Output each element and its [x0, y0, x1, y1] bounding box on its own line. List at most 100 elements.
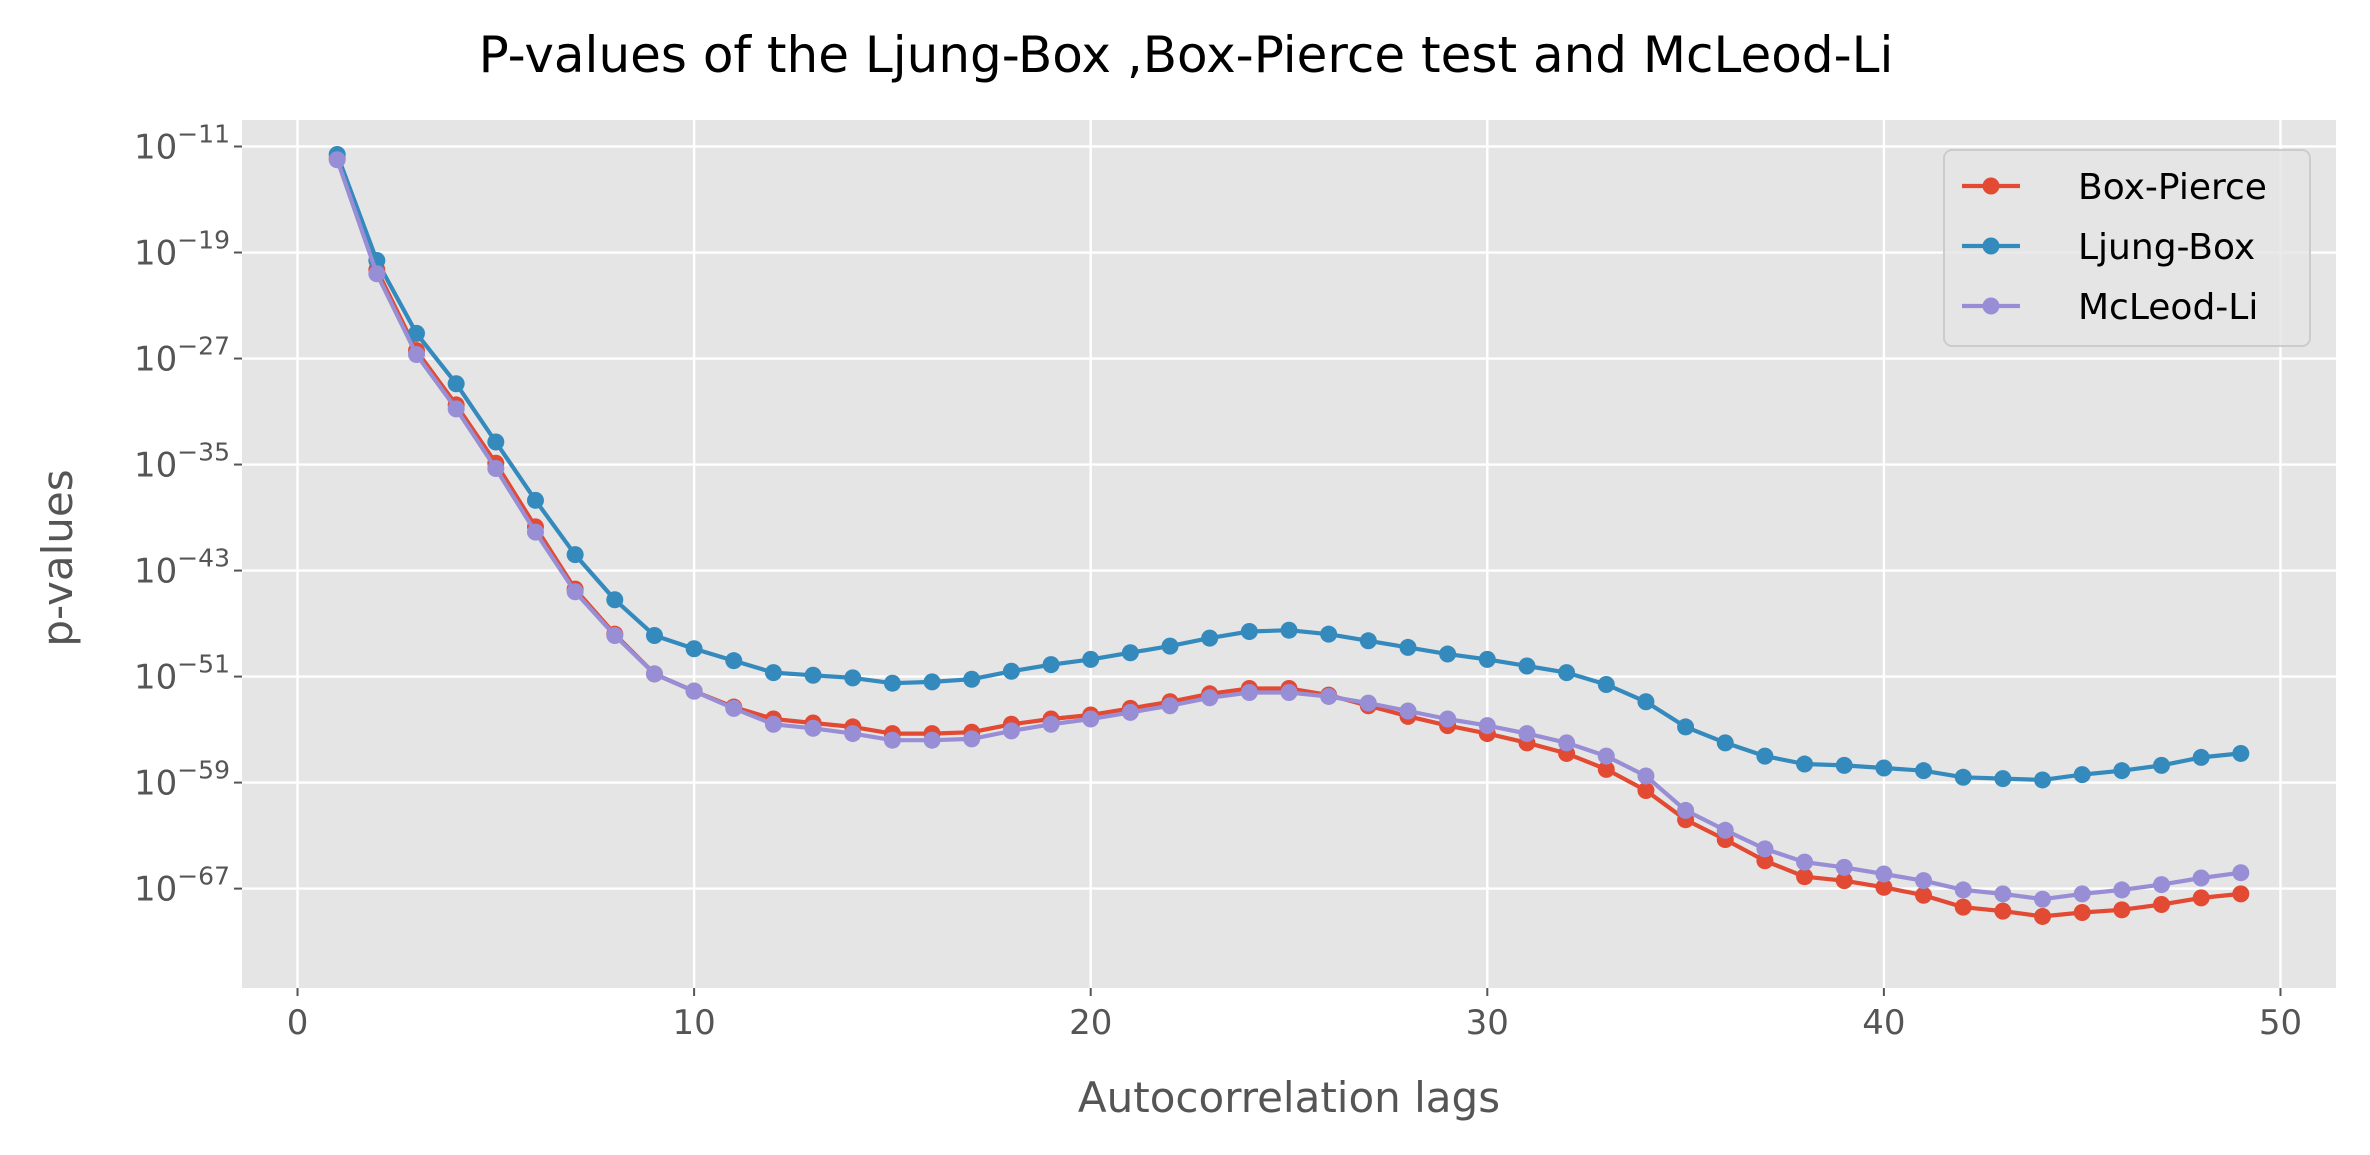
- data-point: [1240, 623, 1258, 641]
- y-tick-label: 10−35: [134, 438, 230, 486]
- data-point: [1320, 687, 1338, 705]
- data-point: [685, 640, 703, 658]
- series-mcleod-li: [328, 151, 2250, 908]
- data-point: [1954, 881, 1972, 899]
- data-point: [2192, 889, 2210, 907]
- data-point: [1082, 650, 1100, 668]
- data-point: [1082, 710, 1100, 728]
- data-point: [764, 715, 782, 733]
- data-point: [1954, 898, 1972, 916]
- legend-label: Box-Pierce: [2078, 167, 2267, 208]
- data-point: [1280, 683, 1298, 701]
- legend-marker: [1982, 177, 2000, 195]
- data-point: [645, 626, 663, 644]
- data-point: [1756, 747, 1774, 765]
- y-tick-label: 10−59: [134, 756, 230, 804]
- x-tick-label: 0: [287, 1003, 309, 1043]
- series-layer: [328, 145, 2250, 925]
- data-point: [2073, 766, 2091, 784]
- y-tick-base: 10: [134, 764, 177, 804]
- data-point: [2034, 771, 2052, 789]
- x-tick-label: 40: [1862, 1003, 1905, 1043]
- x-tick-label: 20: [1069, 1003, 1112, 1043]
- y-tick-exponent: −43: [177, 544, 230, 573]
- data-point: [804, 666, 822, 684]
- data-point: [2113, 762, 2131, 780]
- y-tick-base: 10: [134, 446, 177, 486]
- data-point: [1835, 756, 1853, 774]
- data-point: [2232, 744, 2250, 762]
- data-point: [1240, 683, 1258, 701]
- data-point: [1201, 629, 1219, 647]
- data-point: [2113, 881, 2131, 899]
- data-point: [804, 719, 822, 737]
- data-point: [1994, 770, 2012, 788]
- data-point: [645, 665, 663, 683]
- data-point: [1439, 645, 1457, 663]
- data-point: [1597, 676, 1615, 694]
- x-axis-ticks: 0 10 20 30 40 50: [287, 988, 2302, 1043]
- y-tick-base: 10: [134, 340, 177, 380]
- data-point: [2113, 901, 2131, 919]
- data-point: [963, 670, 981, 688]
- y-tick-exponent: −11: [177, 120, 230, 149]
- data-point: [1558, 664, 1576, 682]
- data-point: [1161, 637, 1179, 655]
- data-point: [1121, 644, 1139, 662]
- y-tick-exponent: −59: [177, 756, 230, 785]
- data-point: [1002, 722, 1020, 740]
- y-tick-exponent: −67: [177, 862, 230, 891]
- y-tick-label: 10−27: [134, 332, 230, 380]
- data-point: [487, 433, 505, 451]
- data-point: [566, 546, 584, 564]
- data-point: [1716, 821, 1734, 839]
- data-point: [1994, 885, 2012, 903]
- y-tick-base: 10: [134, 234, 177, 274]
- data-point: [1002, 662, 1020, 680]
- data-point: [1756, 852, 1774, 870]
- data-point: [1637, 782, 1655, 800]
- data-point: [1121, 703, 1139, 721]
- data-point: [2232, 864, 2250, 882]
- y-tick-label: 10−19: [134, 226, 230, 274]
- data-point: [1875, 878, 1893, 896]
- data-point: [1320, 625, 1338, 643]
- y-tick-base: 10: [134, 658, 177, 698]
- data-point: [1439, 710, 1457, 728]
- data-point: [2192, 869, 2210, 887]
- data-point: [844, 669, 862, 687]
- data-point: [1597, 747, 1615, 765]
- data-point: [408, 324, 425, 342]
- data-point: [447, 400, 465, 418]
- data-point: [764, 664, 782, 682]
- data-point: [1161, 697, 1179, 715]
- data-point: [328, 151, 346, 169]
- grid: [242, 120, 2336, 988]
- data-point: [2153, 876, 2170, 894]
- x-axis-label: Autocorrelation lags: [1078, 1073, 1500, 1122]
- data-point: [526, 491, 544, 509]
- data-point: [1796, 853, 1814, 871]
- y-tick-label: 10−51: [134, 650, 230, 698]
- data-point: [1796, 755, 1814, 773]
- data-point: [1201, 689, 1219, 707]
- data-point: [1478, 717, 1496, 735]
- data-point: [1399, 702, 1417, 720]
- x-tick-label: 10: [672, 1003, 715, 1043]
- legend-label: Ljung-Box: [2078, 227, 2255, 268]
- data-point: [1637, 693, 1655, 711]
- data-point: [1835, 872, 1853, 890]
- data-point: [923, 731, 941, 749]
- data-point: [606, 626, 624, 644]
- data-point: [1994, 902, 2012, 920]
- data-point: [487, 460, 505, 478]
- data-point: [1359, 632, 1377, 650]
- data-point: [844, 725, 862, 743]
- data-point: [1399, 638, 1417, 656]
- data-point: [2192, 748, 2210, 766]
- data-point: [1359, 694, 1377, 712]
- data-point: [1280, 621, 1298, 639]
- chart-title: P-values of the Ljung-Box ,Box-Pierce te…: [479, 26, 1894, 84]
